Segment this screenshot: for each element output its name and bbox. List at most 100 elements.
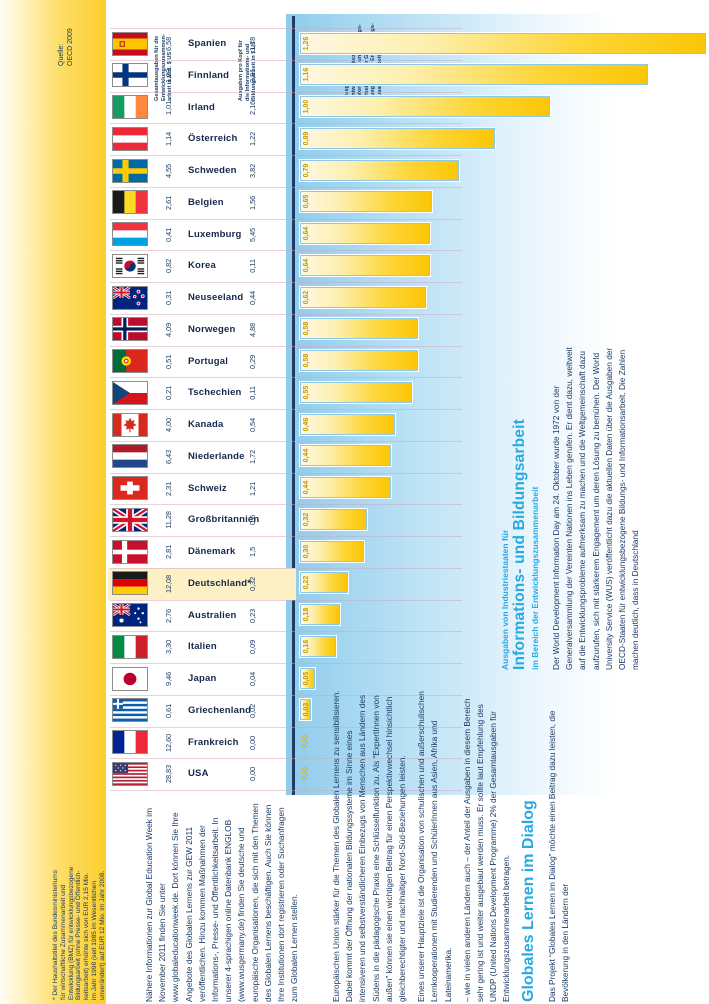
- article-2-p3: Nähere Informationen zur Global Educatio…: [144, 803, 300, 1002]
- bar: [300, 64, 648, 86]
- bar: [300, 254, 430, 276]
- flag-icon-us: [112, 761, 148, 786]
- article-1-subtitle: im Bereich der Entwicklungszusammenarbei…: [530, 486, 540, 670]
- flag-icon-es: [112, 31, 148, 56]
- total-oda-value: 9,46: [164, 671, 173, 686]
- country-name: Korea: [188, 260, 216, 272]
- bar: [300, 508, 367, 530]
- article-2-p1b: Europäischen Union stärker für die Theme…: [331, 690, 408, 1002]
- flag-icon-gb: [112, 507, 148, 532]
- total-oda-value: 4,55: [164, 163, 173, 178]
- footnote: * Der Haushaltstitel des Bundesministeri…: [52, 866, 106, 1000]
- flag-icon-fi: [112, 63, 148, 88]
- chart-axis-line: [292, 16, 295, 795]
- article-2-p1a: Das Projekt “Globales Lernen im Dialog” …: [546, 710, 570, 1002]
- per-capita-value: 0,11: [248, 259, 257, 274]
- country-name: Schweiz: [188, 482, 227, 494]
- article-2-heading: Globales Lernen im Dialog: [519, 800, 537, 1002]
- per-capita-value: 1,78: [248, 36, 257, 51]
- total-oda-value: 1,01: [164, 100, 173, 115]
- total-oda-value: 6,43: [164, 449, 173, 464]
- total-oda-value: 6,58: [164, 36, 173, 51]
- row-separator: [110, 631, 462, 633]
- bar: [300, 286, 426, 308]
- article-2-block: Europäischen Union stärker für die Theme…: [330, 690, 660, 1002]
- per-capita-value: 1,5: [248, 546, 257, 557]
- bar-value-label: 0,65: [303, 195, 310, 209]
- country-name: Norwegen: [188, 323, 236, 335]
- bar-value-label: 0,79: [303, 163, 310, 177]
- bar-value-label: 0,18: [303, 607, 310, 622]
- bar-value-label: 0,44: [303, 480, 310, 495]
- bar-value-label: 1,26: [303, 36, 310, 50]
- country-name: Niederlande: [188, 450, 245, 462]
- row-separator: [110, 472, 462, 474]
- yellow-sidebar: [0, 0, 106, 1004]
- row-separator: [110, 186, 462, 188]
- total-oda-value: 0,51: [164, 354, 173, 369]
- bar: [300, 381, 412, 403]
- row-separator: [110, 758, 462, 760]
- total-oda-value: 2,81: [164, 544, 173, 559]
- bar: [300, 318, 418, 340]
- total-oda-value: 1,29: [164, 68, 173, 83]
- row-separator: [110, 694, 462, 696]
- total-oda-value: 2,31: [164, 481, 173, 496]
- flag-icon-de: [112, 571, 148, 596]
- row-separator: [110, 313, 462, 315]
- bar: [300, 477, 391, 498]
- bar-value-label: 0,22: [303, 576, 310, 590]
- per-capita-value: 0,44: [248, 290, 257, 305]
- row-separator: [110, 28, 462, 29]
- bar-value-label: 0,89: [303, 131, 310, 146]
- flag-icon-ch: [112, 476, 148, 500]
- row-separator: [110, 409, 462, 410]
- country-name: Portugal: [188, 355, 229, 367]
- article-1-body: Der World Development Information Day am…: [551, 347, 641, 670]
- country-name: Finnland: [188, 69, 230, 81]
- row-separator: [110, 218, 462, 220]
- flag-icon-gr: [112, 698, 148, 723]
- bar-value-label: 0,64: [303, 226, 310, 241]
- country-name: Tschechien: [188, 387, 242, 399]
- article-1-block: Ausgaben von Industriestaaten für Inform…: [500, 338, 708, 670]
- total-oda-value: 2,76: [164, 608, 173, 623]
- row-separator: [110, 440, 462, 442]
- country-name: Irland: [188, 101, 216, 113]
- flag-icon-cz: [112, 380, 148, 405]
- bar: [300, 127, 495, 149]
- bar: [300, 32, 706, 54]
- per-capita-value: 4,88: [248, 322, 257, 337]
- bar: [300, 191, 432, 213]
- per-capita-value: 0,04: [248, 671, 257, 686]
- country-name: Neuseeland: [188, 292, 244, 303]
- row-separator: [110, 91, 462, 93]
- total-oda-value: 0,41: [164, 227, 173, 242]
- per-capita-value: 5,45: [248, 227, 257, 242]
- country-name: Italien: [188, 641, 217, 653]
- per-capita-value: 2,81: [248, 68, 257, 83]
- bar-value-label: 0,46: [303, 417, 310, 431]
- country-name: Luxemburg: [188, 228, 242, 240]
- per-capita-value: 0,00: [248, 735, 257, 750]
- flag-icon-it: [112, 634, 148, 659]
- flag-icon-be: [112, 190, 148, 215]
- bar: [300, 699, 311, 721]
- flag-icon-ie: [112, 95, 148, 119]
- flag-icon-se: [112, 158, 148, 183]
- country-name: Griechenland: [188, 704, 252, 716]
- flag-icon-pt: [112, 349, 148, 373]
- row-separator: [110, 726, 462, 728]
- country-name: USA: [188, 768, 209, 780]
- total-oda-value: 0,61: [164, 703, 173, 718]
- country-name: Spanien: [188, 38, 227, 49]
- bar: [300, 350, 418, 371]
- bar-value-label: 0,30: [303, 544, 310, 558]
- row-separator: [110, 790, 462, 791]
- bar: [300, 159, 459, 181]
- country-name: Australien: [188, 609, 237, 621]
- flag-icon-au: [112, 603, 148, 627]
- row-separator: [110, 599, 462, 601]
- per-capita-value: 0,54: [248, 417, 257, 432]
